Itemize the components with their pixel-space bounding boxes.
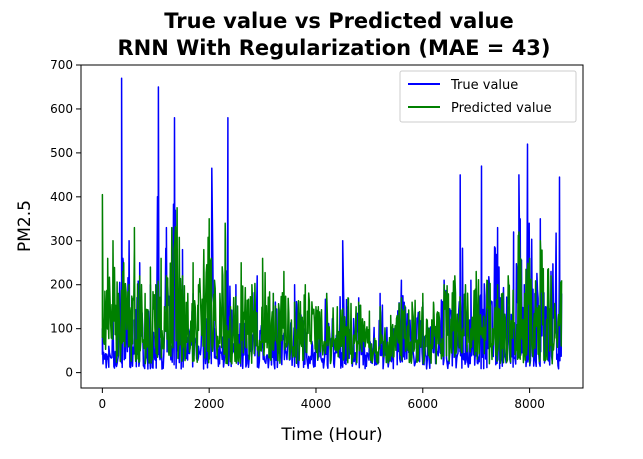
x-axis-label: Time (Hour) (280, 425, 382, 445)
y-tick-label: 0 (65, 366, 73, 380)
chart-title: True value vs Predicted value (164, 9, 513, 33)
y-tick-label: 600 (50, 102, 73, 116)
y-tick-label: 700 (50, 58, 73, 72)
y-tick-label: 100 (50, 322, 73, 336)
x-tick-label: 8000 (514, 397, 545, 411)
legend-box (399, 70, 577, 123)
legend-label-true: True value (450, 78, 518, 93)
x-tick-label: 6000 (408, 397, 439, 411)
plot-frame (80, 64, 584, 389)
y-tick-label: 200 (50, 278, 73, 292)
x-tick-label: 2000 (194, 397, 225, 411)
y-tick-label: 400 (50, 190, 73, 204)
series-line-predicted-value (101, 193, 563, 365)
legend: True value Predicted value (399, 70, 577, 123)
x-tick-label: 0 (99, 397, 107, 411)
y-tick-label: 500 (50, 146, 73, 160)
chart-subtitle: RNN With Regularization (MAE = 43) (117, 36, 550, 60)
x-tick-label: 4000 (301, 397, 332, 411)
y-tick-label: 300 (50, 234, 73, 248)
y-axis-label: PM2.5 (15, 200, 35, 252)
legend-label-predicted: Predicted value (451, 101, 552, 116)
